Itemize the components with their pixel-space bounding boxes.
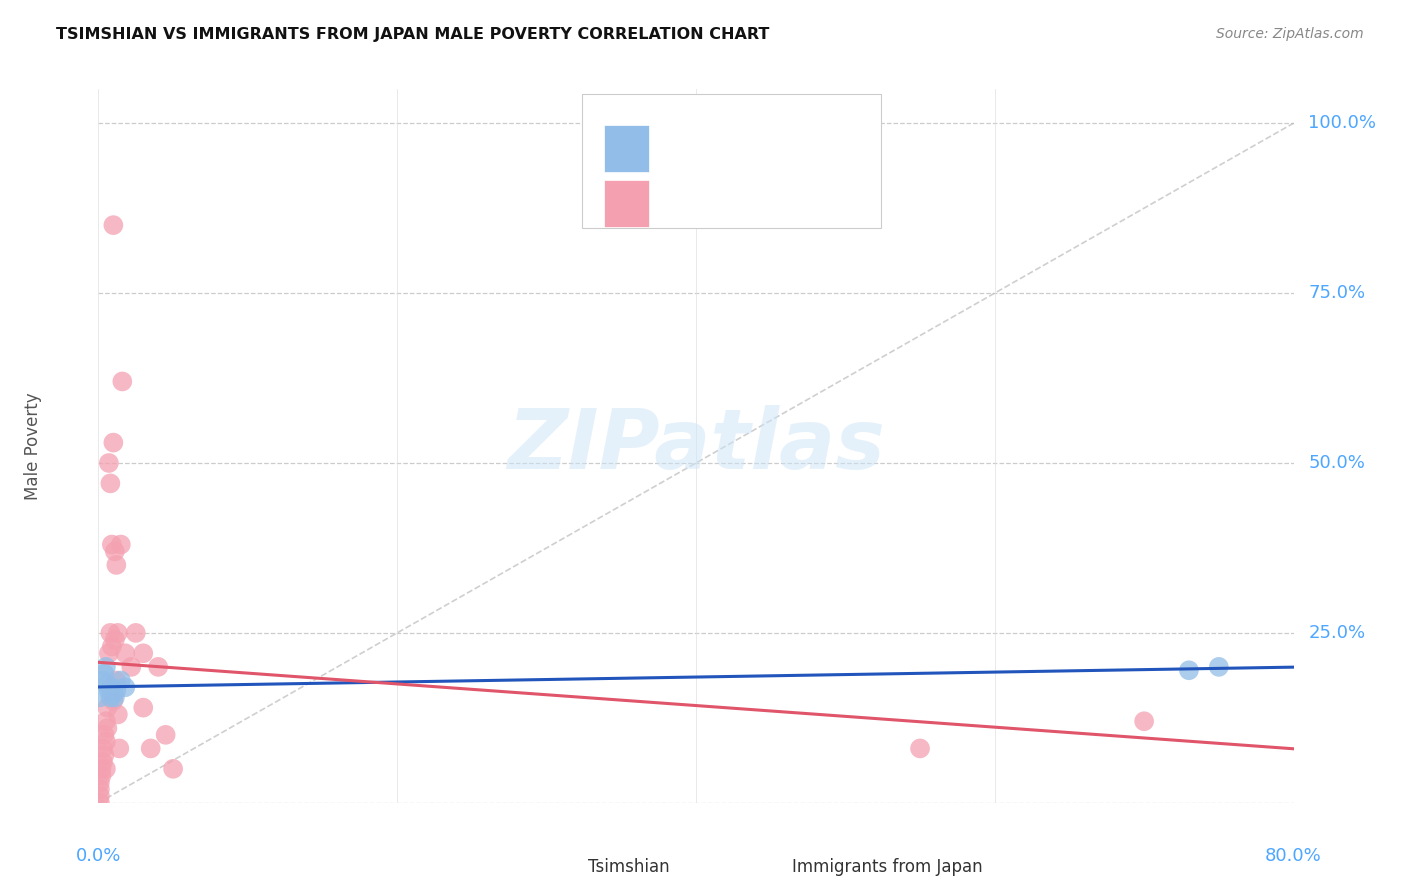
Point: [108, 741, 131, 756]
Point: [1178, 663, 1201, 677]
Text: 0.0%: 0.0%: [76, 847, 121, 865]
Point: [104, 690, 127, 705]
Point: [105, 683, 128, 698]
Point: [89, 796, 111, 810]
Point: [98, 690, 122, 705]
Text: 25.0%: 25.0%: [1309, 624, 1365, 642]
Point: [110, 537, 132, 551]
Point: [125, 626, 148, 640]
Point: [148, 660, 170, 674]
Point: [97, 646, 120, 660]
Point: [101, 537, 124, 551]
Point: [103, 218, 125, 232]
Point: [94, 762, 117, 776]
Point: [93, 666, 115, 681]
Text: 50.0%: 50.0%: [1309, 454, 1365, 472]
Point: [101, 680, 124, 694]
Text: R = 0.352   N = 15: R = 0.352 N = 15: [664, 139, 848, 157]
Point: [139, 741, 162, 756]
Point: [94, 660, 117, 674]
Point: [96, 677, 118, 691]
Point: [114, 680, 136, 694]
Text: TSIMSHIAN VS IMMIGRANTS FROM JAPAN MALE POVERTY CORRELATION CHART: TSIMSHIAN VS IMMIGRANTS FROM JAPAN MALE …: [56, 27, 769, 42]
Point: [103, 694, 125, 708]
FancyBboxPatch shape: [605, 125, 650, 171]
FancyBboxPatch shape: [582, 95, 882, 228]
Point: [94, 734, 117, 748]
Point: [132, 646, 155, 660]
Point: [98, 626, 122, 640]
Point: [89, 782, 111, 797]
Point: [89, 690, 111, 705]
Point: [96, 721, 118, 735]
Point: [155, 728, 177, 742]
FancyBboxPatch shape: [756, 853, 782, 885]
Point: [90, 769, 112, 783]
Point: [1133, 714, 1156, 729]
Point: [97, 456, 120, 470]
Text: 80.0%: 80.0%: [1265, 847, 1322, 865]
Point: [104, 632, 127, 647]
Text: Male Poverty: Male Poverty: [24, 392, 42, 500]
Point: [107, 626, 129, 640]
Point: [91, 755, 114, 769]
Point: [162, 762, 184, 776]
Text: Source: ZipAtlas.com: Source: ZipAtlas.com: [1216, 27, 1364, 41]
Point: [1208, 660, 1230, 674]
Point: [96, 700, 118, 714]
Point: [132, 700, 155, 714]
Point: [103, 435, 125, 450]
Point: [908, 741, 931, 756]
Point: [93, 728, 115, 742]
Point: [90, 762, 112, 776]
Point: [105, 673, 128, 688]
Text: 100.0%: 100.0%: [1309, 114, 1376, 132]
Text: ZIPatlas: ZIPatlas: [508, 406, 884, 486]
Point: [104, 544, 127, 558]
Point: [91, 741, 114, 756]
FancyBboxPatch shape: [553, 853, 579, 885]
Point: [94, 714, 117, 729]
Point: [103, 687, 125, 701]
Point: [114, 646, 136, 660]
Point: [101, 640, 124, 654]
Point: [91, 673, 114, 688]
Point: [89, 789, 111, 803]
Point: [120, 660, 142, 674]
Point: [97, 683, 120, 698]
Text: 75.0%: 75.0%: [1309, 284, 1365, 302]
Point: [105, 558, 128, 572]
Point: [89, 775, 111, 789]
Point: [98, 476, 122, 491]
Point: [111, 375, 134, 389]
Text: Tsimshian: Tsimshian: [589, 858, 671, 876]
FancyBboxPatch shape: [605, 180, 650, 227]
Point: [107, 707, 129, 722]
Point: [93, 748, 115, 763]
Text: Immigrants from Japan: Immigrants from Japan: [792, 858, 983, 876]
Text: R = 0.535   N = 44: R = 0.535 N = 44: [664, 194, 848, 212]
Point: [110, 673, 132, 688]
